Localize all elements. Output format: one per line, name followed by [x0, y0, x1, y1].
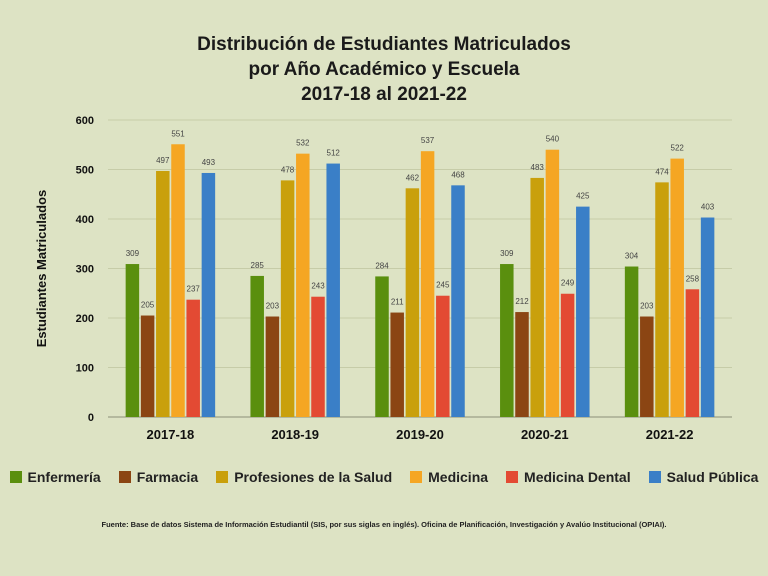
data-label: 512 [327, 149, 341, 158]
data-label: 205 [141, 301, 155, 310]
data-label: 258 [686, 274, 700, 283]
legend-label: Enfermería [27, 469, 101, 485]
legend-swatch [9, 471, 22, 483]
legend-item: Medicina Dental [506, 469, 631, 485]
data-label: 203 [640, 302, 654, 311]
legend-item: Enfermería [9, 469, 101, 485]
bar [250, 275, 264, 417]
bar [640, 316, 654, 417]
legend-item: Salud Pública [648, 469, 759, 485]
y-tick-label: 0 [88, 412, 94, 424]
bar [530, 177, 544, 417]
data-label: 483 [531, 163, 545, 172]
source-footnote: Fuente: Base de datos Sistema de Informa… [101, 520, 667, 529]
data-label: 478 [281, 165, 295, 174]
data-label: 309 [126, 249, 140, 258]
bar [624, 266, 639, 417]
bar [420, 151, 435, 417]
bar [451, 185, 465, 417]
bar [125, 264, 140, 417]
y-axis-title: Estudiantes Matriculados [34, 190, 49, 347]
bar [156, 170, 170, 417]
data-label: 462 [406, 173, 420, 182]
data-label: 497 [156, 156, 170, 165]
bar [311, 296, 325, 417]
legend-label: Medicina [428, 469, 489, 485]
chart-title-line-1: Distribución de Estudiantes Matriculados [197, 34, 571, 55]
y-tick-label: 400 [76, 214, 94, 226]
data-label: 474 [655, 167, 669, 176]
legend-item: Farmacia [118, 469, 199, 485]
bar [171, 144, 185, 417]
x-tick-label: 2019-20 [396, 427, 444, 442]
data-label: 249 [561, 279, 575, 288]
bar-chart: 0 100 200 300 400 500 600 Estudiantes Matricula… [34, 115, 732, 442]
data-label: 243 [311, 282, 325, 291]
data-label: 309 [500, 249, 514, 258]
bar [405, 188, 420, 417]
legend-swatch [410, 471, 423, 483]
bar [201, 172, 216, 417]
data-label: 285 [251, 261, 265, 270]
x-tick-label: 2020-21 [521, 427, 569, 442]
data-label: 425 [576, 192, 590, 201]
bar [515, 312, 529, 417]
bar [296, 153, 310, 417]
chart-title-line-3: 2017-18 al 2021-22 [301, 84, 467, 105]
bar [375, 276, 389, 417]
bar [685, 289, 700, 417]
data-label: 551 [171, 129, 185, 138]
legend-swatch [506, 471, 519, 483]
legend-label: Profesiones de la Salud [234, 469, 393, 485]
data-label: 245 [436, 281, 450, 290]
x-tick-label: 2018-19 [271, 427, 319, 442]
data-label: 537 [421, 136, 435, 145]
bar [576, 206, 590, 417]
bar [700, 217, 715, 417]
y-tick-label: 500 [76, 165, 94, 177]
bar [280, 180, 295, 417]
y-tick-label: 200 [76, 313, 94, 325]
data-label: 540 [546, 135, 560, 144]
bar [560, 293, 575, 417]
bar [436, 295, 450, 417]
data-label: 212 [515, 297, 529, 306]
legend-item: Medicina [410, 469, 488, 485]
legend-swatch [118, 471, 131, 483]
bar [670, 158, 684, 418]
bar [186, 299, 200, 417]
bar [545, 149, 560, 417]
x-tick-label: 2017-18 [147, 427, 195, 442]
legend-swatch [648, 471, 661, 483]
bar [140, 315, 155, 417]
y-tick-label: 300 [76, 264, 94, 276]
y-tick-label: 600 [76, 115, 94, 127]
bar [265, 316, 280, 417]
x-tick-label: 2021-22 [646, 427, 694, 442]
legend-label: Salud Pública [666, 469, 759, 485]
data-label: 468 [451, 170, 465, 179]
data-label: 304 [625, 252, 639, 261]
bar [655, 182, 669, 417]
data-label: 284 [375, 261, 389, 270]
legend-label: Farmacia [136, 469, 199, 485]
data-label: 203 [266, 302, 280, 311]
chart-title-line-2: por Año Académico y Escuela [248, 59, 520, 80]
chart-legend: Enfermería Farmacia Profesiones de la Salu… [0, 469, 768, 485]
bar [500, 264, 514, 417]
data-label: 237 [187, 285, 201, 294]
data-label: 403 [701, 203, 715, 212]
data-label: 522 [671, 144, 685, 153]
data-label: 493 [202, 158, 216, 167]
legend-label: Medicina Dental [524, 469, 631, 485]
bar [390, 312, 404, 417]
y-tick-label: 100 [76, 363, 94, 375]
legend-swatch [216, 471, 229, 483]
bar [326, 163, 340, 417]
data-label: 532 [296, 139, 310, 148]
data-label: 211 [391, 298, 404, 307]
legend-item: Profesiones de la Salud [216, 469, 392, 485]
